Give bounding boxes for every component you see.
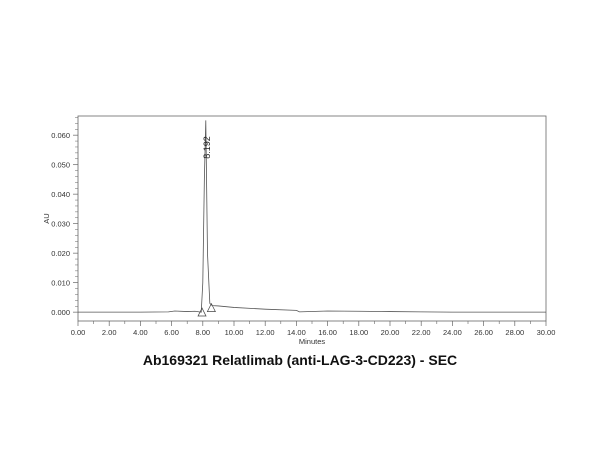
chromatogram-trace bbox=[78, 120, 546, 313]
x-tick-label: 28.00 bbox=[505, 328, 524, 337]
integration-marker bbox=[206, 302, 216, 312]
y-tick-label: 0.050 bbox=[51, 161, 70, 170]
y-tick-label: 0.060 bbox=[51, 131, 70, 140]
x-tick-label: 4.00 bbox=[133, 328, 148, 337]
chart-title: Ab169321 Relatlimab (anti-LAG-3-CD223) -… bbox=[142, 352, 458, 368]
x-tick-label: 24.00 bbox=[443, 328, 462, 337]
x-tick-label: 16.00 bbox=[318, 328, 337, 337]
x-tick-label: 0.00 bbox=[71, 328, 86, 337]
x-tick-label: 12.00 bbox=[256, 328, 275, 337]
plot-frame bbox=[77, 115, 547, 322]
peak-label: 8.192 bbox=[202, 136, 212, 159]
y-tick-label: 0.020 bbox=[51, 249, 70, 258]
y-tick-label: 0.030 bbox=[51, 220, 70, 229]
x-axis-label: Minutes bbox=[299, 337, 326, 346]
y-tick-label: 0.000 bbox=[51, 308, 70, 317]
x-tick-label: 18.00 bbox=[349, 328, 368, 337]
x-tick-label: 14.00 bbox=[287, 328, 306, 337]
x-tick-label: 6.00 bbox=[164, 328, 179, 337]
integration-marker bbox=[197, 307, 207, 317]
x-tick-label: 2.00 bbox=[102, 328, 117, 337]
x-tick-label: 8.00 bbox=[195, 328, 210, 337]
y-axis-label: AU bbox=[42, 213, 51, 223]
y-tick-label: 0.010 bbox=[51, 279, 70, 288]
x-tick-label: 22.00 bbox=[412, 328, 431, 337]
x-tick-label: 20.00 bbox=[381, 328, 400, 337]
x-tick-label: 10.00 bbox=[225, 328, 244, 337]
x-tick-label: 26.00 bbox=[474, 328, 493, 337]
y-tick-label: 0.040 bbox=[51, 190, 70, 199]
x-tick-label: 30.00 bbox=[537, 328, 556, 337]
